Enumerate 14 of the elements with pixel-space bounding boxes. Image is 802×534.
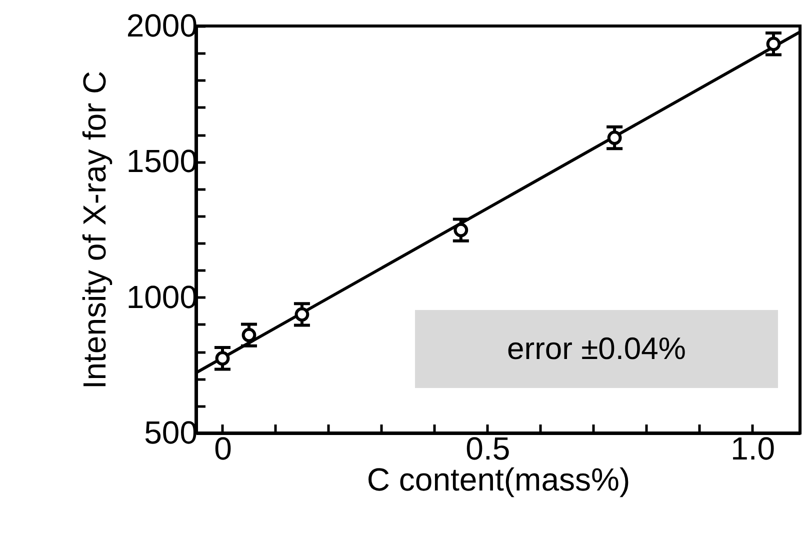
- y-tick-label: 2000: [126, 8, 198, 44]
- x-tick-label: 1.0: [730, 430, 776, 466]
- point: [215, 351, 230, 366]
- note-box: error ±0.04%: [415, 310, 778, 388]
- y-tick-label: 500: [144, 414, 198, 450]
- y-tick-label: 1500: [126, 143, 198, 180]
- y-axis-title: Intensity of X-ray for C: [76, 70, 112, 390]
- point: [766, 36, 781, 52]
- point: [294, 307, 310, 322]
- x-tick-label: 0: [214, 430, 232, 466]
- point: [454, 222, 468, 238]
- point: [607, 130, 622, 145]
- point: [242, 328, 256, 342]
- y-tick-label: 1000: [126, 278, 198, 315]
